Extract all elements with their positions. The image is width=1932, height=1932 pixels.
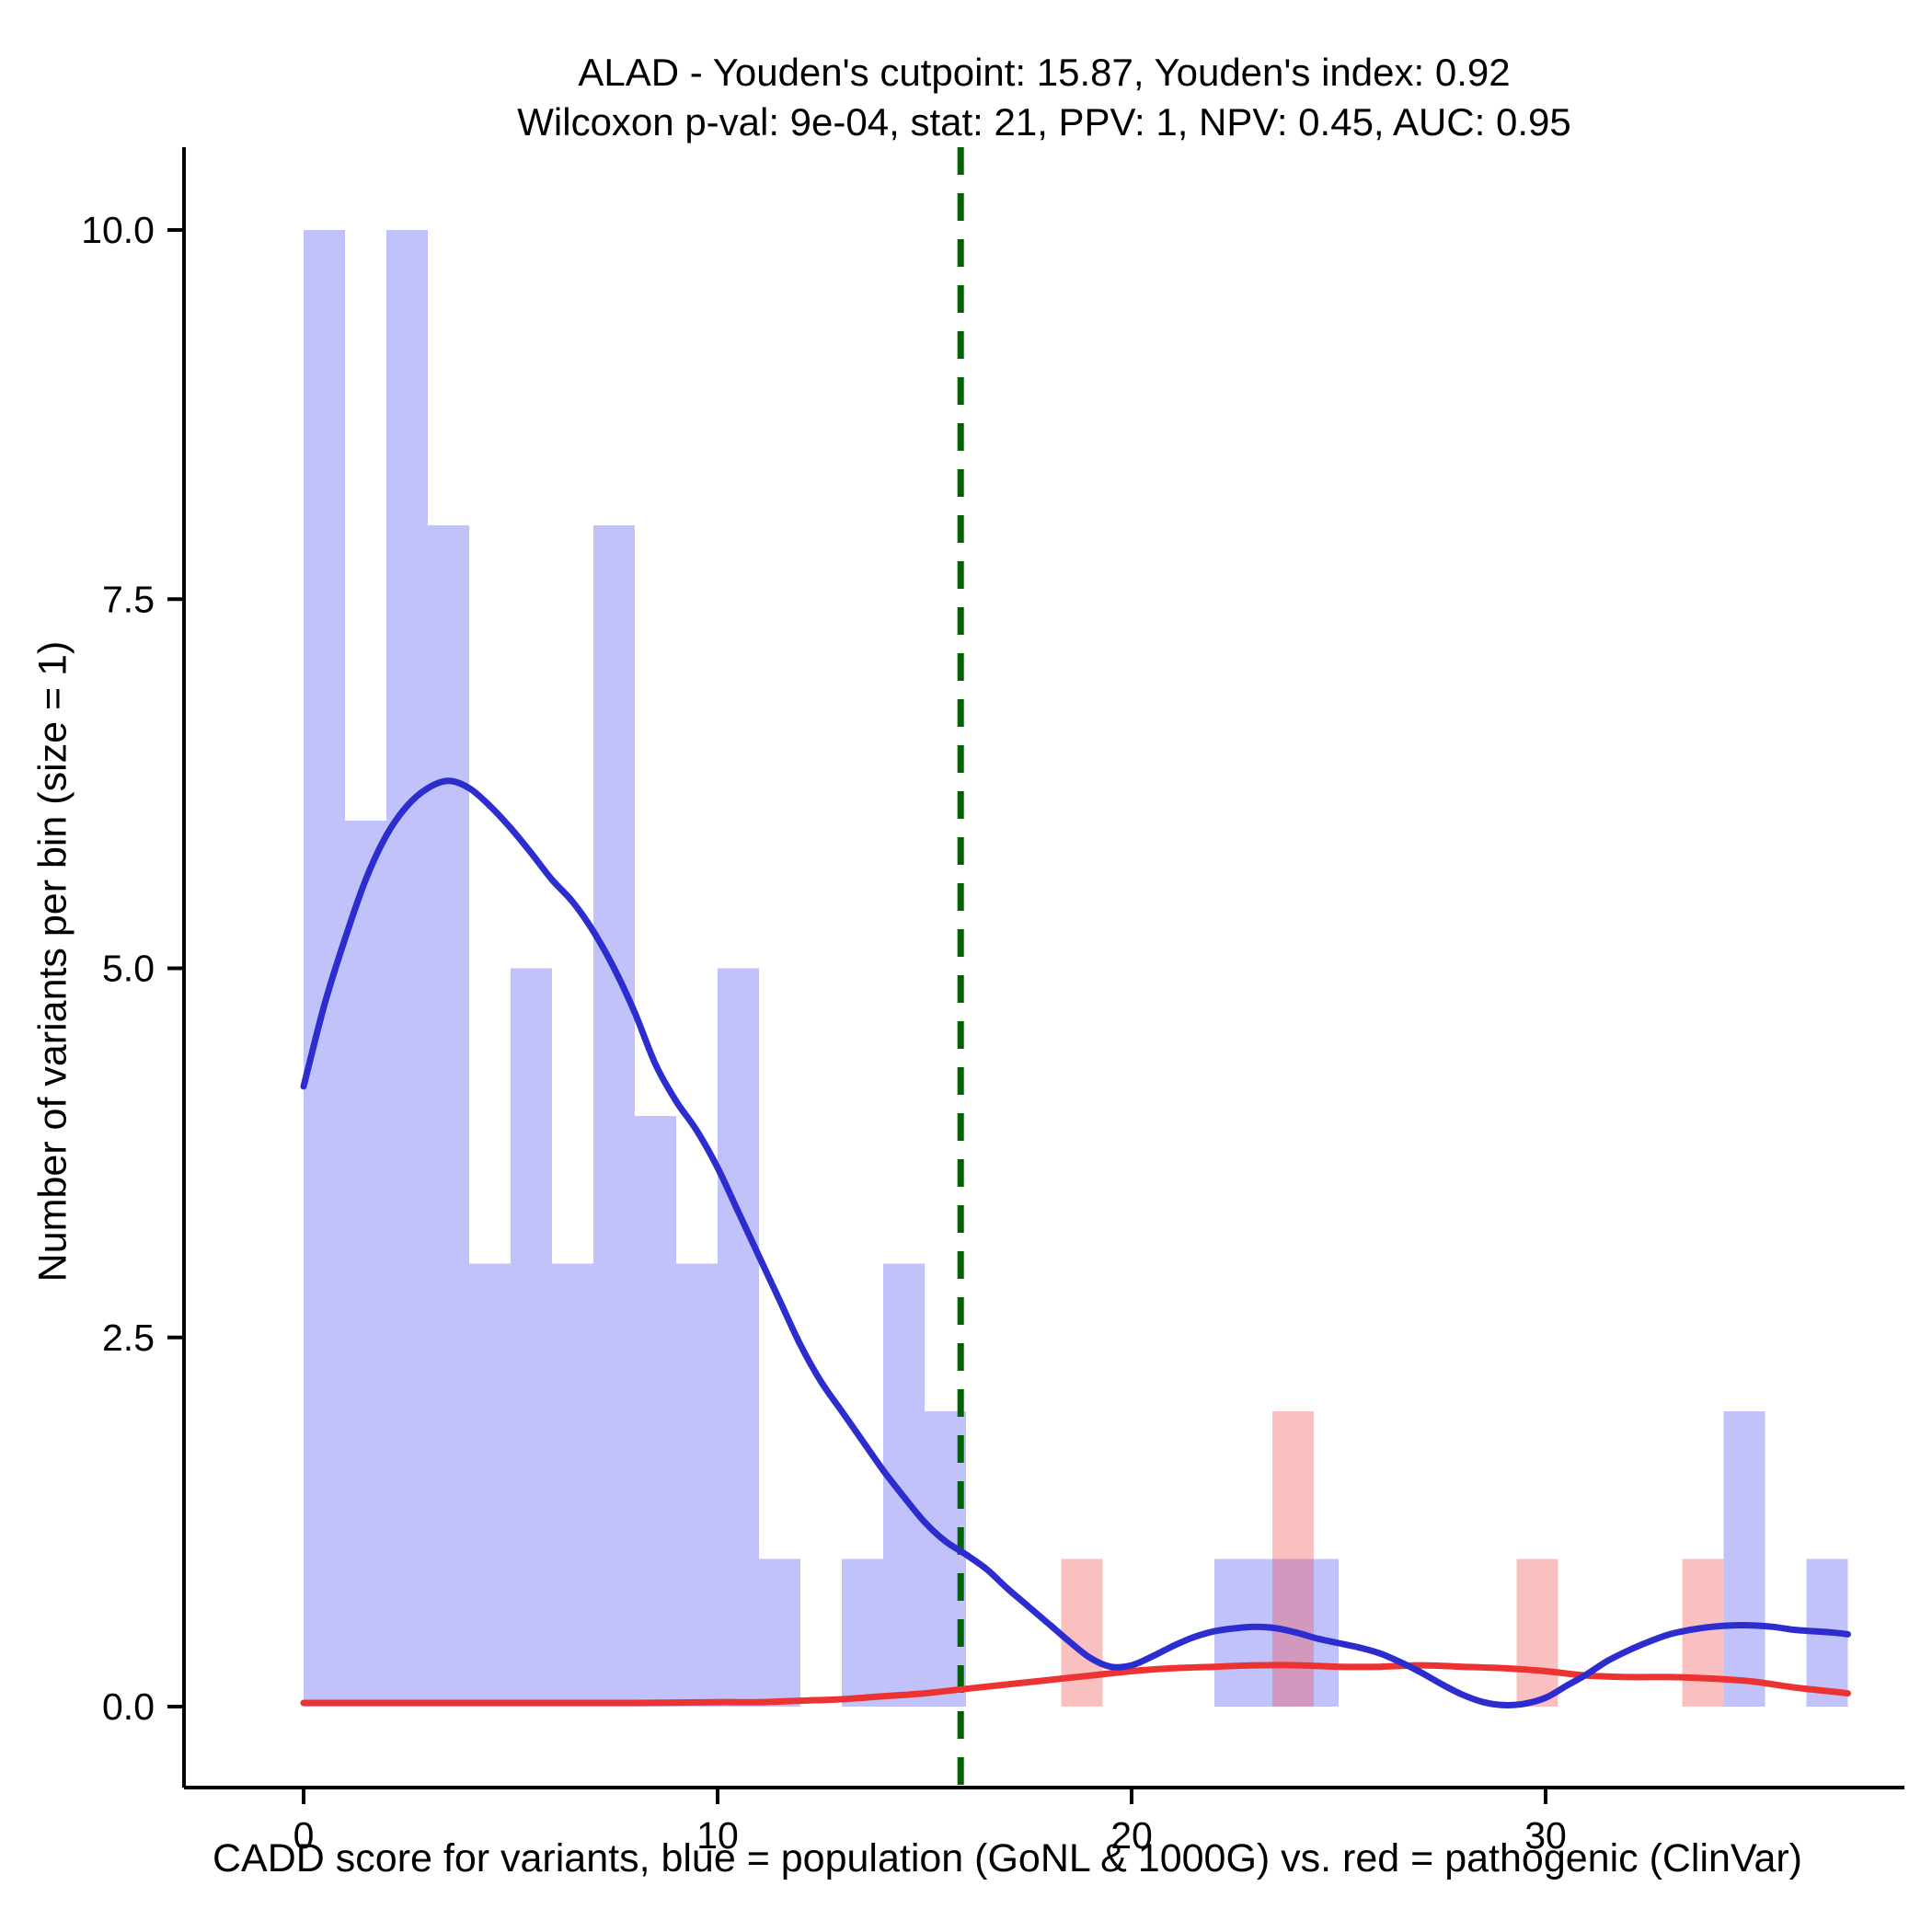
histogram-bar-population <box>883 1263 925 1707</box>
histogram-bar-population <box>676 1263 718 1707</box>
density-curve-pathogenic <box>300 1662 1851 1707</box>
histogram-bar-population <box>345 821 386 1707</box>
histogram-bar-population <box>469 1263 511 1707</box>
histogram-bar-population <box>552 1263 593 1707</box>
y-tick-label: 2.5 <box>102 1317 155 1359</box>
y-tick-label: 5.0 <box>102 948 155 990</box>
x-tick-label: 0 <box>293 1814 315 1857</box>
histogram-bar-population <box>511 968 552 1707</box>
x-tick-label: 30 <box>1524 1814 1567 1857</box>
histogram-bar-pathogenic <box>1516 1558 1558 1707</box>
histogram-bar-population <box>593 525 635 1707</box>
histogram-bar-population <box>428 525 469 1707</box>
x-tick-label: 20 <box>1110 1814 1153 1857</box>
histogram-bar-population <box>842 1558 883 1707</box>
density-curve-population <box>300 777 1851 1708</box>
histogram-bar-population <box>718 968 759 1707</box>
chart-title-line1: ALAD - Youden's cutpoint: 15.87, Youden'… <box>578 51 1511 94</box>
histogram-bar-pathogenic <box>1061 1558 1103 1707</box>
y-tick-label: 7.5 <box>102 578 155 620</box>
x-axis-label: CADD score for variants, blue = populati… <box>213 1836 1802 1880</box>
chart-title-line2: Wilcoxon p-val: 9e-04, stat: 21, PPV: 1,… <box>517 100 1571 144</box>
histogram-bar-pathogenic <box>1272 1411 1314 1707</box>
y-tick-label: 10.0 <box>81 209 155 251</box>
histogram-bar-population <box>635 1116 676 1707</box>
x-tick-label: 10 <box>696 1814 739 1857</box>
histogram-bar-population <box>386 230 428 1707</box>
histogram-bar-population <box>1723 1411 1765 1707</box>
y-tick-label: 0.0 <box>102 1685 155 1728</box>
chart-title: ALAD - Youden's cutpoint: 15.87, Youden'… <box>184 48 1904 147</box>
histogram-bar-population <box>759 1558 800 1707</box>
